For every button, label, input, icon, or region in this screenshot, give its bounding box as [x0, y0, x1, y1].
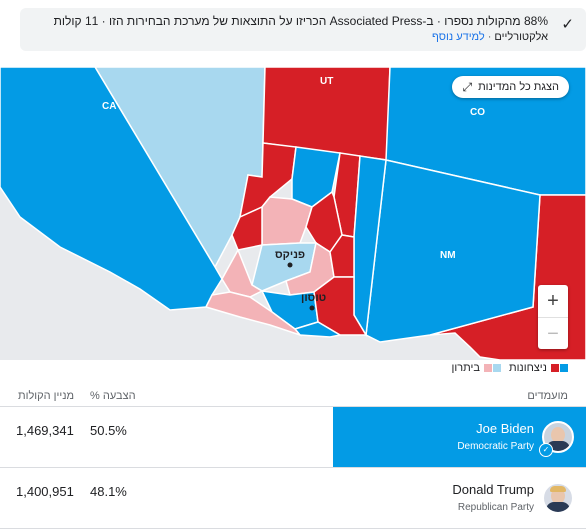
candidate-party: Democratic Party: [457, 441, 534, 452]
banner-electoral-text: אלקטורליים: [494, 31, 548, 43]
candidate-party: Republican Party: [457, 502, 534, 513]
label-ut: UT: [320, 76, 333, 87]
tucson-dot: [309, 305, 315, 311]
candidate-cell: Donald Trump Republican Party: [333, 468, 586, 528]
show-all-states-button[interactable]: הצגת כל המדינות ⤢: [452, 76, 569, 98]
candidates-header: מועמדים: [527, 390, 568, 402]
candidate-cell: Joe Biden Democratic Party ✓: [333, 407, 586, 467]
avatar: [542, 482, 574, 514]
county-south-yuma: [204, 291, 303, 337]
results-map[interactable]: CA UT CO NM פניקס טוסון: [0, 67, 586, 360]
votes-value: 1,400,951: [16, 484, 74, 499]
winner-check-icon: ✓: [539, 443, 553, 457]
label-ca: CA: [102, 101, 116, 112]
zoom-in-button[interactable]: +: [547, 289, 559, 312]
legend-leading: ביתרון: [451, 362, 501, 374]
avatar: [542, 421, 574, 453]
banner-second-line: אלקטורליים·למידע נוסף: [432, 31, 548, 43]
zoom-controls: + −: [538, 285, 568, 349]
city-tucson: טוסון: [301, 292, 326, 304]
table-row[interactable]: 1,400,951 48.1% Donald Trump Republican …: [0, 468, 586, 529]
map-legend: ניצחונות ביתרון: [451, 362, 568, 374]
show-all-label: הצגת כל המדינות: [478, 81, 559, 93]
label-co: CO: [470, 107, 485, 118]
check-icon: ✓: [561, 16, 574, 33]
state-map-svg[interactable]: CA UT CO NM פניקס טוסון: [0, 67, 586, 360]
votes-value: 1,469,341: [16, 423, 74, 438]
table-row[interactable]: 1,469,341 50.5% Joe Biden Democratic Par…: [0, 407, 586, 468]
pct-value: 50.5%: [90, 423, 127, 438]
city-phoenix: פניקס: [275, 249, 305, 261]
candidate-name: Joe Biden: [476, 421, 534, 436]
county-la-paz: [231, 205, 263, 251]
pct-header: % הצבעה: [90, 390, 136, 402]
phoenix-dot: [287, 262, 293, 268]
banner-status-text: 88% מהקולות נספרו · ב-Associated Press ה…: [53, 14, 548, 28]
candidate-name: Donald Trump: [452, 482, 534, 497]
results-banner: ✓ 88% מהקולות נספרו · ב-Associated Press…: [20, 8, 586, 51]
pct-value: 48.1%: [90, 484, 127, 499]
expand-icon: ⤢: [462, 79, 473, 94]
legend-wins: ניצחונות: [509, 362, 568, 374]
county-graham: [329, 234, 355, 278]
zoom-out-button[interactable]: −: [538, 317, 568, 350]
state-ca: [0, 67, 223, 311]
label-nm: NM: [440, 250, 456, 261]
more-info-link[interactable]: למידע נוסף: [432, 31, 485, 43]
table-header: מניין הקולות % הצבעה מועמדים: [0, 386, 586, 407]
votes-header: מניין הקולות: [18, 390, 75, 402]
